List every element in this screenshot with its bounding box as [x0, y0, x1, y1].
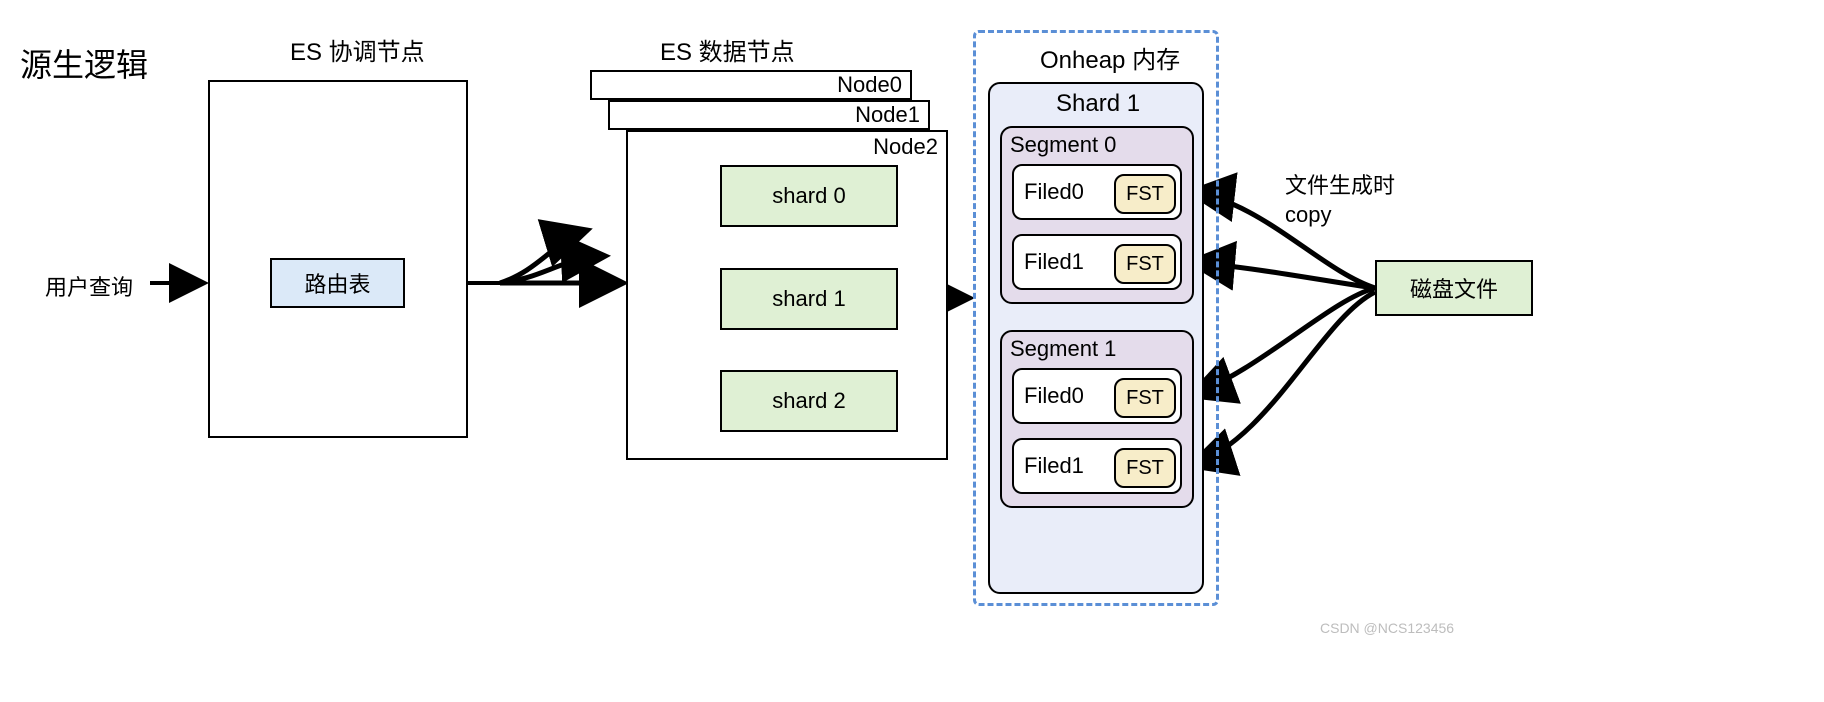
- segment1-title: Segment 1: [1010, 336, 1116, 362]
- disk-box: 磁盘文件: [1375, 260, 1533, 316]
- seg0-field0-fst: FST: [1114, 174, 1176, 214]
- user-query-label: 用户查询: [45, 270, 133, 302]
- seg0-field1-label: Filed1: [1024, 249, 1084, 275]
- segment0-title: Segment 0: [1010, 132, 1116, 158]
- shard2-box: shard 2: [720, 370, 898, 432]
- seg1-field0: Filed0 FST: [1012, 368, 1182, 424]
- seg1-field1-fst: FST: [1114, 448, 1176, 488]
- seg0-field1: Filed1 FST: [1012, 234, 1182, 290]
- seg1-field0-fst: FST: [1114, 378, 1176, 418]
- copy-annotation: 文件生成时 copy: [1285, 172, 1395, 229]
- seg0-field0-label: Filed0: [1024, 179, 1084, 205]
- seg1-field0-label: Filed0: [1024, 383, 1084, 409]
- shard0-box: shard 0: [720, 165, 898, 227]
- node0-header: Node0: [590, 70, 912, 100]
- copy-line2: copy: [1285, 202, 1331, 227]
- copy-line1: 文件生成时: [1285, 173, 1395, 198]
- node1-header: Node1: [608, 100, 930, 130]
- seg1-field1: Filed1 FST: [1012, 438, 1182, 494]
- watermark: CSDN @NCS123456: [1320, 620, 1454, 636]
- node1-label: Node1: [855, 102, 920, 128]
- section-data-title: ES 数据节点: [660, 32, 795, 67]
- shard-detail-title: Shard 1: [1056, 90, 1140, 118]
- section-coord-title: ES 协调节点: [290, 32, 425, 67]
- seg0-field0: Filed0 FST: [1012, 164, 1182, 220]
- shard1-box: shard 1: [720, 268, 898, 330]
- router-box: 路由表: [270, 258, 405, 308]
- seg1-field1-label: Filed1: [1024, 453, 1084, 479]
- node2-label: Node2: [873, 134, 938, 160]
- diagram-canvas: { "title": "源生逻辑", "sections": { "coord"…: [0, 0, 1824, 702]
- page-title: 源生逻辑: [20, 40, 148, 86]
- node0-label: Node0: [837, 72, 902, 98]
- seg0-field1-fst: FST: [1114, 244, 1176, 284]
